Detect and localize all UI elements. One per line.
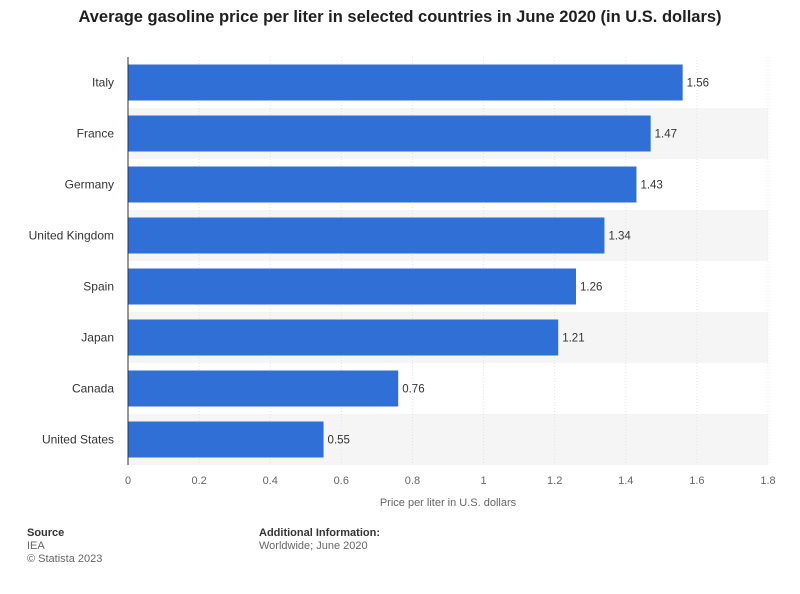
category-label: Spain — [83, 280, 114, 294]
data-label: 1.47 — [655, 129, 677, 141]
data-label: 1.26 — [580, 282, 602, 294]
category-label: France — [77, 127, 115, 141]
category-label: Italy — [92, 76, 114, 90]
bar — [128, 115, 651, 152]
tick-labels: 0 0.2 0.4 0.6 0.8 1 1.2 1.4 1.6 1.8 — [125, 475, 776, 487]
category-label: Japan — [81, 331, 114, 345]
data-label: 1.56 — [687, 78, 709, 90]
category-labels: Italy France Germany United Kingdom Spain Jap… — [29, 76, 115, 447]
bars — [128, 64, 683, 458]
bar — [128, 319, 559, 356]
copyright-line: © Statista 2023 — [27, 553, 103, 565]
bar — [128, 64, 683, 101]
bar — [128, 217, 605, 254]
category-label: United States — [42, 433, 114, 447]
x-tick-label: 1.6 — [689, 475, 704, 487]
x-tick-label: 1.8 — [760, 475, 775, 487]
x-tick-label: 1 — [480, 475, 486, 487]
data-label: 1.21 — [562, 333, 584, 345]
bar — [128, 268, 576, 305]
x-tick-label: 1.4 — [618, 475, 633, 487]
x-axis-title: Price per liter in U.S. dollars — [380, 497, 517, 509]
source-heading: Source — [27, 527, 65, 539]
bar-chart: 1.561.471.431.341.261.210.760.55 ItalyFr… — [29, 57, 776, 509]
category-label: United Kingdom — [29, 229, 114, 243]
bar — [128, 370, 399, 407]
data-label: 1.43 — [640, 180, 662, 192]
x-tick-label: 0.2 — [191, 475, 206, 487]
x-tick-label: 0.8 — [405, 475, 420, 487]
additional-info-heading: Additional Information: — [259, 527, 380, 539]
chart-title: Average gasoline price per liter in sele… — [78, 8, 722, 26]
x-tick-label: 0.6 — [334, 475, 349, 487]
category-label: Canada — [72, 382, 114, 396]
category-label: Germany — [65, 178, 114, 192]
bar — [128, 166, 637, 203]
data-label: 0.76 — [402, 384, 424, 396]
source-line: IEA — [27, 540, 45, 552]
source-block: Source IEA © Statista 2023 — [27, 527, 102, 566]
x-tick-label: 0.4 — [263, 475, 278, 487]
bar — [128, 421, 324, 458]
data-label: 1.34 — [608, 231, 631, 243]
additional-info-line: Worldwide; June 2020 — [259, 540, 368, 552]
data-labels: 1.56 1.47 1.43 1.34 1.26 1.21 0.76 0.55 — [328, 78, 710, 447]
additional-info-block: Additional Information: Worldwide; June … — [259, 527, 380, 553]
x-tick-label: 1.2 — [547, 475, 562, 487]
data-label: 0.55 — [328, 435, 350, 447]
x-tick-label: 0 — [125, 475, 131, 487]
